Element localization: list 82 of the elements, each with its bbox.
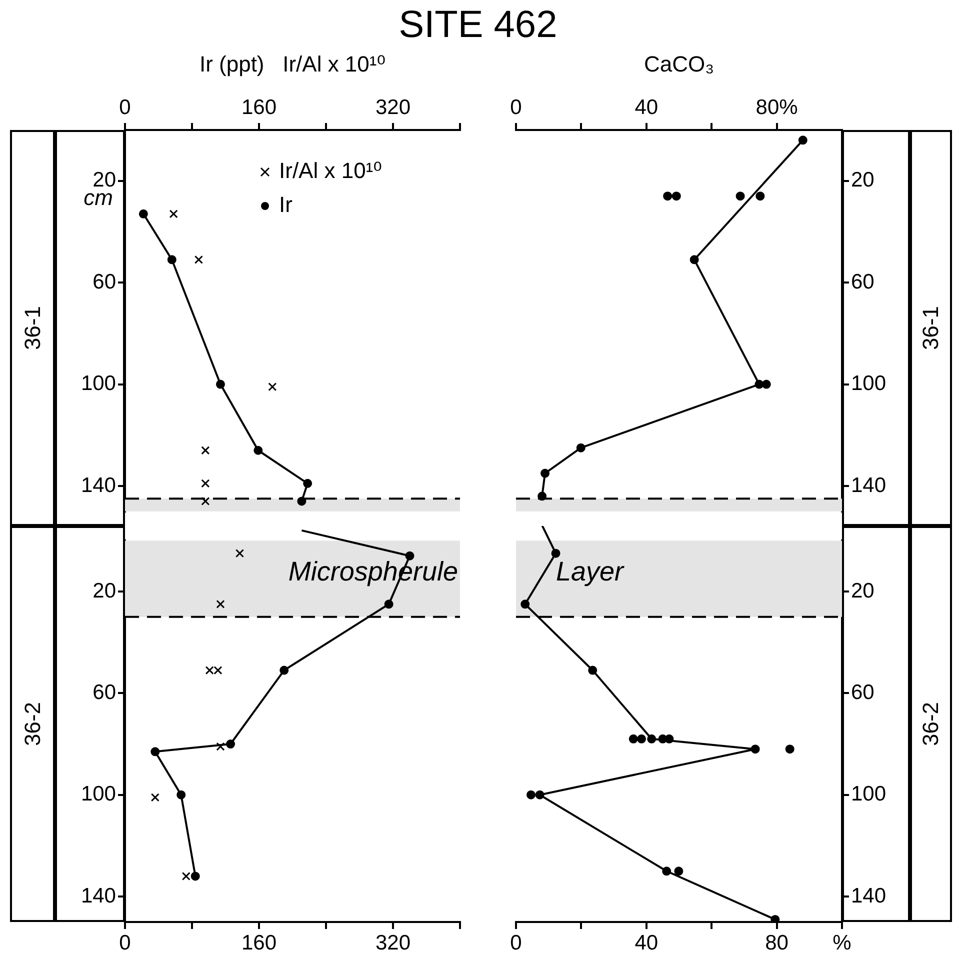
point (535, 790, 544, 800)
point (205, 666, 214, 675)
point (280, 666, 289, 675)
point (190, 872, 200, 881)
x-tick-label: 0 (510, 96, 522, 120)
point (754, 380, 764, 389)
y-tick-label: 60 (92, 680, 116, 704)
x-tick-label: 320 (375, 96, 411, 120)
y-tick-label: 60 (92, 270, 116, 294)
point (216, 380, 225, 389)
point (637, 734, 646, 744)
x-tick-label: 160 (241, 96, 277, 120)
point (169, 210, 178, 218)
point (690, 255, 699, 264)
point (540, 468, 550, 478)
point (576, 443, 586, 452)
x-tick-label: 320 (375, 931, 411, 954)
y2-tick-label: 20 (851, 579, 874, 602)
point (194, 255, 203, 264)
point (176, 790, 186, 800)
point (798, 136, 808, 145)
x-tick-label: 80 (765, 931, 788, 954)
y2-tick-label: 60 (851, 270, 874, 294)
point (520, 600, 530, 609)
point (750, 744, 760, 754)
point (526, 790, 536, 800)
y-tick-label: 20 (92, 579, 116, 602)
point (216, 600, 225, 608)
point (770, 914, 780, 922)
x-tick-label: 40 (634, 96, 658, 120)
point (303, 478, 312, 488)
point (672, 192, 681, 201)
point (201, 479, 210, 488)
x-tick-label: 0 (510, 931, 522, 954)
y2-tick-label: 100 (851, 372, 886, 396)
point (663, 192, 672, 201)
point (662, 866, 672, 876)
point (182, 872, 190, 881)
point (736, 192, 745, 201)
point (628, 734, 638, 744)
x-axis-title: CaCO₃ (644, 51, 714, 76)
point (150, 747, 160, 756)
point (201, 446, 210, 455)
y-tick-label: 140 (80, 884, 116, 908)
point (226, 740, 236, 749)
y2-tick-label: 60 (851, 680, 874, 704)
point (235, 549, 244, 558)
point (674, 866, 684, 876)
band-label: Layer (556, 556, 625, 586)
point (167, 255, 176, 264)
legend-label: Ir/Al x 10¹⁰ (279, 158, 382, 184)
legend-label: Ir (279, 192, 292, 218)
point (297, 496, 306, 506)
x-tick-label: 0 (119, 96, 131, 120)
point (647, 734, 656, 744)
y2-tick-label: 140 (851, 884, 886, 908)
y2-tick-label: 100 (851, 782, 886, 806)
x-tick-label: 40 (634, 931, 658, 954)
y2-tick-label: 140 (851, 474, 886, 497)
point (201, 496, 210, 506)
y2-tick-label: 20 (851, 168, 874, 192)
point (538, 492, 547, 501)
x-tick-label: 160 (241, 931, 277, 954)
point (588, 666, 598, 675)
point (150, 793, 160, 802)
y-tick-label: 100 (80, 782, 116, 806)
x-tick-label: 0 (119, 931, 131, 954)
point (138, 209, 148, 218)
point (254, 446, 263, 455)
point (268, 382, 277, 392)
x-tick-label: % (832, 931, 852, 954)
chart-title: SITE 462 (398, 4, 558, 47)
y-tick-label: 20 (92, 168, 116, 192)
point (785, 744, 794, 754)
point (384, 600, 394, 609)
point (214, 666, 222, 675)
y-tick-label: 140 (80, 474, 116, 497)
point (216, 742, 225, 751)
x-axis-title: Ir (ppt) Ir/Al x 10¹⁰ (199, 51, 386, 76)
point (756, 192, 765, 201)
y-tick-label: 100 (80, 372, 116, 396)
x-tick-label: 80% (756, 96, 798, 120)
